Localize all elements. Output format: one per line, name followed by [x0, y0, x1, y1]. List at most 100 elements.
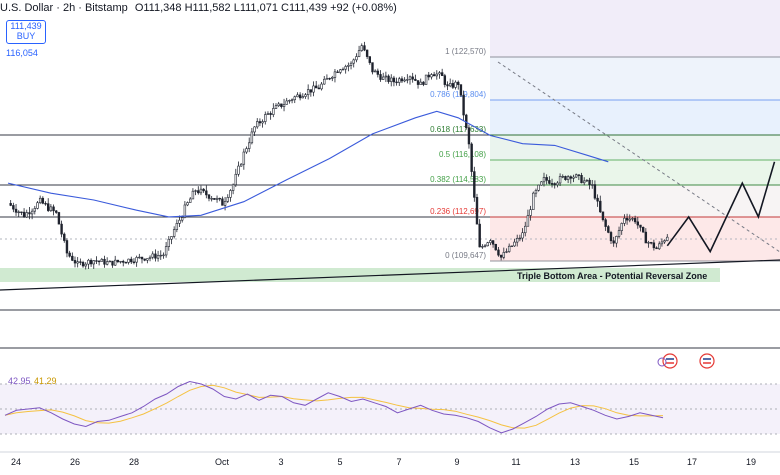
candle-body: [454, 81, 457, 88]
candle-body: [282, 104, 286, 107]
candle-body: [582, 180, 586, 184]
candle-body: [103, 258, 106, 265]
candle-body: [379, 74, 382, 80]
candle-body: [81, 262, 85, 267]
candle-body: [422, 81, 425, 85]
candle-body: [633, 218, 637, 223]
candle-body: [510, 245, 514, 248]
candle-body: [266, 113, 270, 115]
candle-body: [68, 252, 71, 257]
candle-body: [607, 226, 610, 233]
candle-body: [205, 190, 208, 196]
candle-body: [655, 247, 658, 250]
candle-body: [186, 202, 189, 206]
candle-body: [481, 246, 484, 248]
candle-body: [491, 240, 495, 245]
candle-body: [540, 181, 543, 186]
candle-body: [373, 70, 377, 73]
candle-body: [197, 190, 200, 194]
candle-body: [170, 236, 173, 240]
fib-band: [490, 160, 780, 185]
candle-body: [483, 245, 487, 247]
candle-body: [333, 71, 337, 78]
candles: [9, 41, 669, 270]
x-tick-label: 26: [70, 457, 80, 467]
fib-level-label: 1 (122,570): [445, 47, 486, 56]
candle-body: [499, 254, 503, 258]
candle-body: [363, 45, 366, 51]
fib-level-label: 0.786 (119,804): [430, 90, 486, 99]
candle-body: [181, 217, 184, 221]
candle-body: [223, 201, 227, 206]
candle-body: [355, 56, 358, 61]
candle-body: [84, 263, 87, 267]
candle-body: [49, 206, 53, 211]
candle-body: [277, 103, 280, 106]
fib-band: [490, 135, 780, 160]
candle-body: [229, 190, 232, 198]
candle-body: [130, 258, 133, 263]
candle-body: [443, 75, 447, 85]
candle-body: [28, 212, 31, 215]
candle-body: [615, 236, 618, 244]
candle-body: [529, 209, 532, 216]
candle-body: [111, 260, 114, 266]
candle-body: [534, 190, 538, 194]
rsi-line: [4, 380, 664, 434]
candle-body: [20, 211, 23, 214]
candle-body: [537, 184, 540, 191]
candle-body: [548, 180, 551, 184]
candle-body: [411, 76, 414, 80]
candle-body: [347, 65, 350, 67]
candle-body: [470, 143, 473, 172]
candle-body: [494, 243, 497, 251]
candle-body: [272, 108, 275, 115]
candle-body: [140, 256, 144, 260]
candle-body: [430, 74, 433, 78]
support-trendline: [0, 259, 780, 291]
candle-body: [545, 177, 548, 181]
candle-body: [71, 255, 74, 261]
candle-body: [175, 223, 179, 230]
candle-body: [623, 217, 626, 224]
candle-body: [97, 260, 101, 263]
candle-body: [226, 197, 229, 202]
candle-body: [553, 183, 556, 186]
candle-body: [57, 212, 61, 225]
candle-body: [457, 81, 460, 85]
candle-body: [526, 215, 530, 227]
candle-body: [588, 179, 591, 185]
candle-body: [199, 188, 203, 194]
candle-body: [365, 49, 369, 57]
candle-body: [663, 240, 666, 243]
candle-body: [288, 100, 291, 102]
candle-body: [274, 105, 278, 109]
candle-body: [507, 245, 511, 252]
candle-body: [658, 243, 661, 250]
symbol-title[interactable]: U.S. Dollar · 2h · Bitstamp: [0, 2, 128, 14]
candle-body: [325, 77, 329, 80]
projection-path: [666, 161, 776, 254]
buy-button[interactable]: 111,439 BUY: [6, 20, 46, 44]
candle-body: [639, 224, 642, 228]
candle-body: [376, 70, 380, 75]
candle-body: [191, 190, 195, 200]
candle-body: [245, 148, 248, 153]
candle-body: [524, 225, 527, 234]
candle-body: [221, 198, 224, 206]
candle-body: [400, 78, 404, 82]
candle-body: [242, 151, 246, 165]
candle-body: [440, 72, 444, 76]
candle-body: [17, 211, 20, 214]
fib-level-label: 0.618 (117,633): [430, 125, 486, 134]
candle-body: [459, 84, 463, 96]
candle-body: [250, 131, 254, 144]
candle-body: [256, 121, 259, 128]
candle-body: [392, 77, 396, 83]
candle-body: [105, 261, 109, 265]
candle-body: [55, 210, 58, 213]
x-tick-label: 5: [337, 457, 342, 467]
candle-body: [178, 219, 181, 224]
x-tick-label: 9: [454, 457, 459, 467]
